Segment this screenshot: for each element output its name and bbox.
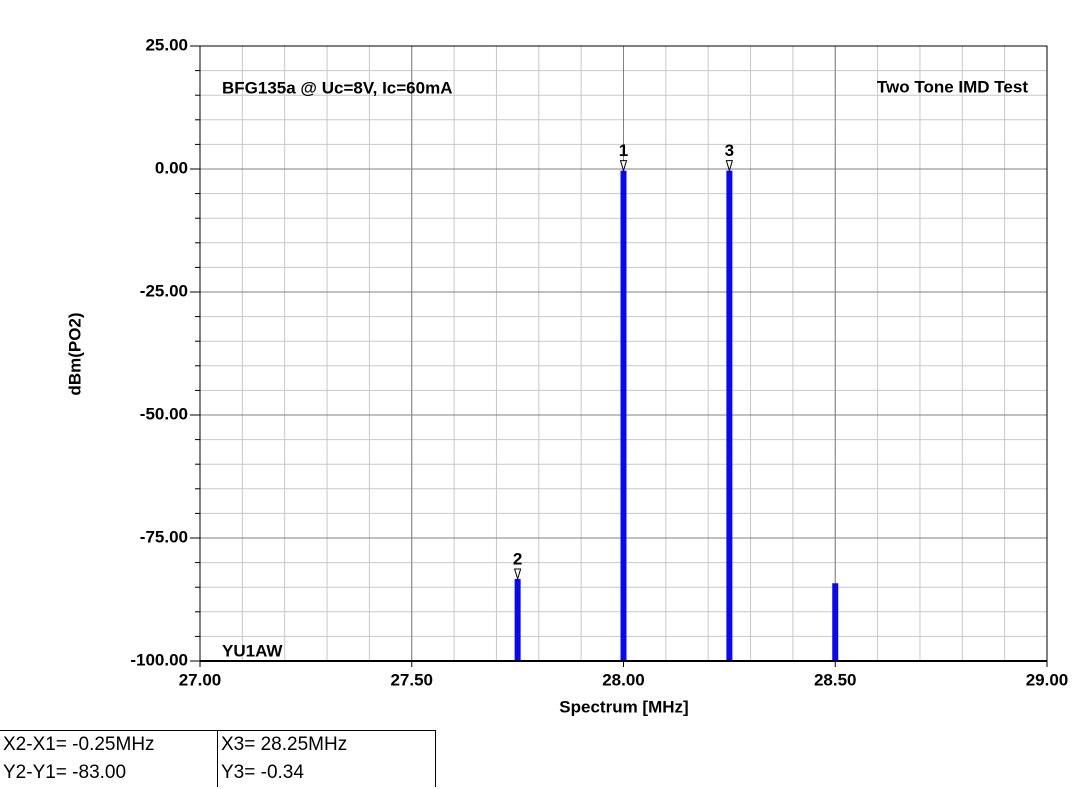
- x-tick-label: 27.50: [390, 670, 433, 689]
- annotation: Two Tone IMD Test: [877, 77, 1028, 96]
- y-tick-label: -50.00: [140, 404, 188, 423]
- marker-arrow: [513, 568, 522, 581]
- x-tick-label: 27.00: [179, 670, 222, 689]
- annotation: YU1AW: [222, 641, 283, 660]
- marker-label: 3: [725, 141, 734, 160]
- x-axis-label: Spectrum [MHz]: [559, 697, 688, 716]
- chart: BFG135a @ Uc=8V, Ic=60mA Two Tone IMD Te…: [65, 35, 1069, 716]
- y-tick-label: -100.00: [130, 650, 188, 669]
- y-tick-label: 25.00: [145, 35, 188, 54]
- marker-label: 1: [619, 141, 628, 160]
- readout-cell: Y3= -0.34: [217, 759, 436, 787]
- bar: [620, 170, 627, 662]
- x-tick-label: 29.00: [1026, 670, 1069, 689]
- marker-label: 2: [513, 550, 522, 569]
- annotation: BFG135a @ Uc=8V, Ic=60mA: [222, 78, 452, 97]
- x-tick-label: 28.00: [602, 670, 645, 689]
- readout-table: X2-X1= -0.25MHz X3= 28.25MHz Y2-Y1= -83.0…: [0, 730, 436, 787]
- bar: [726, 170, 733, 662]
- readout-cell: X2-X1= -0.25MHz: [0, 730, 218, 759]
- y-tick-label: -25.00: [140, 281, 188, 300]
- bar: [514, 579, 521, 661]
- y-tick-label: 0.00: [155, 158, 188, 177]
- readout-cell: X3= 28.25MHz: [217, 730, 436, 759]
- readout-cell: Y2-Y1= -83.00: [0, 759, 218, 787]
- marker-arrow: [619, 160, 628, 173]
- y-tick-label: -75.00: [140, 527, 188, 546]
- marker-arrow: [725, 160, 734, 173]
- x-tick-label: 28.50: [814, 670, 857, 689]
- bar: [832, 583, 839, 661]
- y-axis-label: dBm(PO2): [65, 312, 84, 395]
